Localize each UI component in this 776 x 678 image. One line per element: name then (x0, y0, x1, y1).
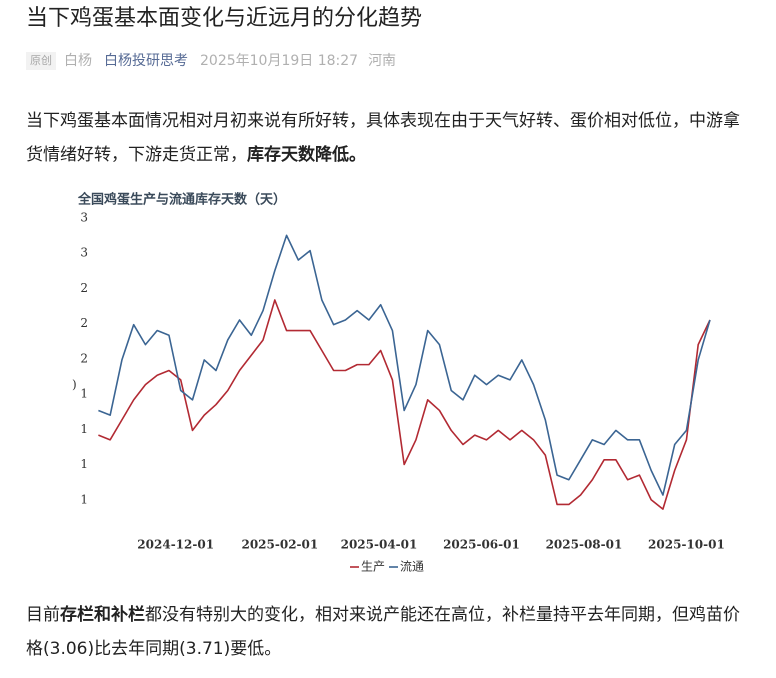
paragraph: 当下鸡蛋基本面情况相对月初来说有所好转，具体表现在由于天气好转、蛋价相对低位，中… (26, 104, 756, 172)
legend-label: 流通 (400, 560, 424, 574)
y-tick-label: 3 (80, 246, 88, 260)
publish-date: 2025年10月19日 18:27 (200, 53, 359, 69)
y-tick-label: 2 (80, 316, 88, 330)
y-tick-label: 1 (80, 492, 88, 506)
legend-label: 生产 (361, 560, 385, 574)
x-tick-label: 2025-04-01 (341, 538, 418, 552)
series-line (98, 234, 711, 496)
paragraph: 目前存栏和补栏都没有特别大的变化，相对来说产能还在高位，补栏量持平去年同期，但鸡… (26, 598, 756, 666)
chart-title: 全国鸡蛋生产与流通库存天数（天） (77, 192, 286, 208)
original-tag: 原创 (26, 52, 56, 70)
x-tick-label: 2025-02-01 (241, 538, 318, 552)
text: 当下鸡蛋基本面情况相对月初来说有所好转，具体表现在由于天气好转、蛋价相对低位，中… (26, 111, 740, 165)
x-tick-label: 2024-12-01 (137, 538, 214, 552)
y-tick-label: 1 (80, 457, 88, 471)
bold-text: 存栏和补栏 (60, 605, 145, 625)
article-title: 当下鸡蛋基本面变化与近远月的分化趋势 (26, 6, 423, 31)
x-tick-label: 2025-06-01 (443, 538, 520, 552)
x-tick-label: 2025-10-01 (648, 538, 725, 552)
y-tick-label: 1 (80, 387, 88, 401)
x-tick-label: 2025-08-01 (546, 538, 623, 552)
chart: 全国鸡蛋生产与流通库存天数（天） ) 3 3 2 2 2 1 1 1 1 2024-12-01 20… (72, 192, 725, 574)
text: 都没有特别大的变化，相对来说产能还在高位，补栏量持平去年同期，但鸡苗价格(3.0… (26, 605, 740, 659)
y-tick-label: 2 (80, 281, 88, 295)
article-meta: 原创 白杨 白杨投研思考 2025年10月19日 18:27 河南 (26, 50, 396, 72)
series-line (98, 299, 711, 510)
bold-text: 库存天数降低。 (247, 145, 366, 165)
y-axis-label: ) (72, 378, 77, 392)
y-tick-label: 3 (80, 210, 88, 224)
y-tick-label: 1 (80, 422, 88, 436)
y-tick-label: 2 (80, 351, 88, 365)
account-name[interactable]: 白杨投研思考 (104, 53, 188, 69)
text: 目前 (26, 605, 60, 625)
author: 白杨 (64, 53, 92, 69)
location: 河南 (368, 53, 397, 69)
